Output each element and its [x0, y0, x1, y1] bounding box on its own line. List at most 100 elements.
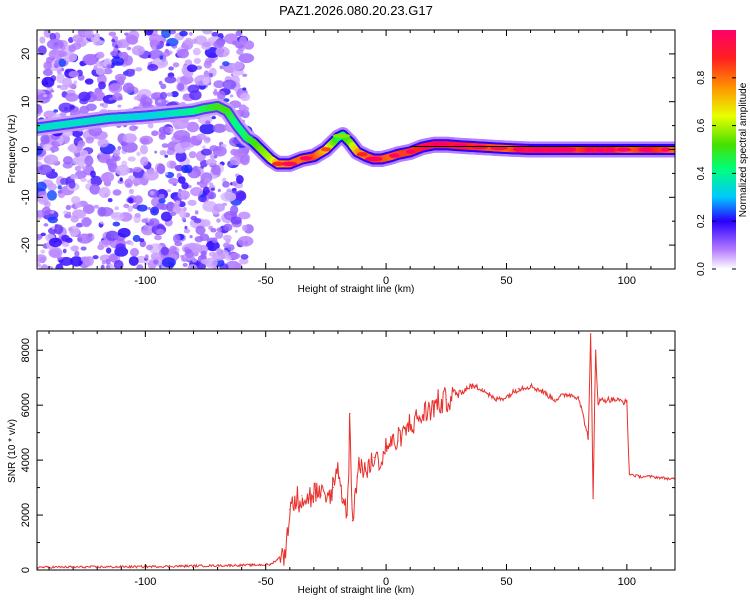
snr-data-point — [397, 440, 399, 442]
noise-blob — [183, 228, 191, 234]
snr-data-point — [342, 497, 344, 500]
ridge-hotspot — [271, 161, 284, 167]
snr-data-point — [320, 495, 322, 497]
noise-blob — [108, 97, 114, 101]
snr-data-point — [597, 401, 599, 404]
noise-blob — [240, 253, 249, 260]
noise-blob — [211, 164, 221, 176]
noise-blob — [76, 143, 83, 152]
noise-blob — [126, 46, 132, 51]
noise-blob — [181, 217, 187, 222]
colorbar-tick-label: 0.0 — [696, 262, 707, 276]
noise-blob — [74, 202, 82, 208]
noise-blob — [182, 206, 187, 212]
ridge-hotspot — [559, 147, 577, 152]
noise-blob — [148, 207, 151, 211]
noise-blob — [146, 244, 154, 251]
noise-blob — [62, 248, 67, 254]
noise-blob — [177, 82, 185, 92]
ridge-hotspot — [660, 147, 671, 152]
noise-blob — [84, 78, 94, 85]
snr-data-point — [308, 497, 310, 500]
noise-blob — [112, 149, 121, 157]
noise-blob — [41, 76, 55, 88]
noise-blob — [43, 94, 48, 98]
snr-data-point — [253, 564, 255, 566]
snr-data-point — [277, 558, 279, 560]
noise-blob — [107, 158, 117, 170]
noise-blob — [196, 181, 200, 185]
noise-blob — [105, 258, 111, 265]
noise-blob — [216, 90, 226, 100]
noise-blob — [136, 151, 141, 157]
noise-blob — [153, 259, 159, 265]
noise-blob — [56, 84, 61, 89]
noise-blob — [71, 204, 75, 208]
noise-blob — [112, 221, 121, 227]
noise-blob — [212, 123, 227, 133]
noise-blob — [159, 149, 167, 156]
noise-blob — [135, 67, 143, 72]
noise-blob — [53, 140, 60, 148]
noise-blob — [70, 215, 79, 223]
noise-blob — [115, 164, 131, 176]
noise-blob — [129, 248, 140, 257]
noise-blob — [37, 181, 47, 192]
noise-blob — [189, 234, 193, 239]
noise-blob — [40, 264, 49, 269]
noise-blob — [204, 257, 218, 268]
noise-blob — [79, 149, 89, 157]
noise-blob — [232, 262, 243, 269]
noise-blob — [237, 235, 254, 247]
noise-blob — [37, 108, 43, 114]
noise-blob — [166, 149, 175, 156]
noise-blob — [141, 226, 151, 234]
snr-data-point — [587, 437, 589, 439]
noise-blob — [119, 177, 123, 182]
noise-blob — [195, 225, 206, 235]
noise-blob — [117, 145, 122, 151]
noise-blob — [149, 190, 155, 196]
noise-blob — [161, 257, 176, 268]
noise-blob — [115, 44, 119, 49]
spectrogram-y-tick-label: -10 — [20, 189, 32, 205]
noise-blob — [37, 262, 41, 268]
noise-blob — [98, 240, 110, 248]
noise-blob — [162, 51, 171, 57]
noise-blob — [62, 77, 73, 88]
ridge-hotspot — [364, 156, 383, 162]
noise-blob — [180, 254, 185, 259]
noise-blob — [129, 241, 134, 246]
noise-blob — [192, 47, 201, 56]
noise-blob — [231, 181, 238, 187]
noise-blob — [95, 67, 106, 76]
noise-blob — [132, 234, 141, 243]
snr-data-point — [356, 475, 358, 478]
colorbar-tick-label: 0.8 — [696, 70, 707, 84]
noise-blob — [37, 234, 43, 241]
noise-blob — [47, 183, 54, 188]
noise-blob — [110, 212, 119, 219]
noise-blob — [215, 231, 224, 239]
snr-data-point — [284, 552, 286, 555]
ridge-hotspot — [513, 146, 525, 152]
noise-blob — [98, 81, 106, 90]
noise-blob — [213, 80, 225, 89]
noise-blob — [217, 48, 225, 55]
noise-blob — [40, 232, 47, 237]
noise-blob — [165, 43, 171, 47]
snr-data-point — [269, 563, 272, 566]
figure-title: PAZ1.2026.080.20.23.G17 — [279, 3, 433, 18]
noise-blob — [112, 189, 122, 196]
noise-blob — [223, 242, 231, 249]
noise-blob — [122, 82, 135, 94]
noise-blob — [108, 83, 123, 94]
noise-blob — [133, 195, 143, 205]
noise-blob — [37, 142, 40, 147]
noise-blob — [202, 77, 210, 86]
noise-blob — [68, 180, 76, 189]
noise-blob — [47, 216, 59, 224]
noise-blob — [206, 237, 210, 242]
spectrogram-x-tick-label: -50 — [258, 275, 274, 287]
